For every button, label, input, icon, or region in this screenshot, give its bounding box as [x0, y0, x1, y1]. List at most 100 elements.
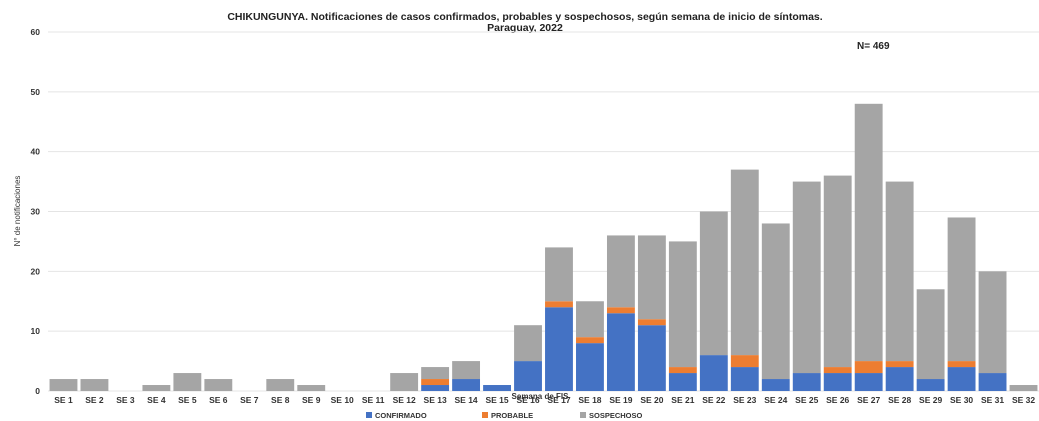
x-tick-label: SE 4 — [147, 395, 166, 405]
x-axis-label: Semana de FIS — [512, 392, 570, 401]
bar-confirmado-se15 — [483, 385, 511, 391]
bar-sospechoso-se9 — [297, 385, 326, 391]
bar-confirmado-se25 — [792, 373, 821, 391]
x-tick-label: SE 12 — [393, 395, 416, 405]
x-tick-label: SE 11 — [362, 395, 385, 405]
bar-sospechoso-se20 — [637, 235, 666, 320]
bar-probable-se21 — [668, 367, 697, 374]
bar-sospechoso-se29 — [916, 289, 945, 380]
y-axis-ticks: 0 10 20 30 40 50 60 — [31, 27, 41, 396]
bar-confirmado-se31 — [978, 373, 1007, 391]
bar-confirmado-se28 — [885, 367, 914, 391]
x-tick-label: SE 15 — [485, 395, 508, 405]
y-tick-label: 20 — [31, 266, 41, 276]
bar-probable-se17 — [545, 301, 573, 308]
y-tick-label: 50 — [31, 87, 41, 97]
bar-probable-se26 — [823, 367, 852, 374]
x-tick-label: SE 23 — [733, 395, 756, 405]
x-tick-label: SE 20 — [640, 395, 663, 405]
bar-sospechoso-se4 — [142, 385, 171, 391]
bar-sospechoso-se14 — [452, 361, 481, 380]
x-tick-label: SE 24 — [764, 395, 787, 405]
bar-sospechoso-se5 — [173, 373, 202, 391]
bar-confirmado-se19 — [606, 313, 635, 391]
x-tick-label: SE 22 — [702, 395, 725, 405]
bar-sospechoso-se23 — [730, 169, 759, 356]
x-tick-label: SE 6 — [209, 395, 228, 405]
y-tick-label: 60 — [31, 27, 41, 37]
x-tick-label: SE 29 — [919, 395, 942, 405]
bar-sospechoso-se6 — [204, 379, 233, 391]
x-axis-ticks: SE 1 SE 2 SE 3 SE 4 SE 5 SE 6 SE 7 SE 8 SE 9 SE 1… — [54, 395, 1035, 405]
y-axis-label: N° de notificaciones — [13, 176, 22, 247]
x-tick-label: SE 32 — [1012, 395, 1035, 405]
bar-sospechoso-se25 — [792, 181, 821, 374]
bar-confirmado-se18 — [576, 343, 604, 391]
bar-sospechoso-se26 — [823, 175, 852, 368]
bar-sospechoso-se2 — [80, 379, 109, 391]
bar-confirmado-se21 — [668, 373, 697, 391]
x-tick-label: SE 28 — [888, 395, 911, 405]
x-tick-label: SE 9 — [302, 395, 321, 405]
bar-sospechoso-se21 — [668, 241, 697, 368]
x-tick-label: SE 1 — [54, 395, 73, 405]
bar-sospechoso-se18 — [576, 301, 604, 338]
bar-sospechoso-se12 — [390, 373, 419, 391]
bar-confirmado-se22 — [699, 355, 728, 391]
x-tick-label: SE 31 — [981, 395, 1004, 405]
bar-confirmado-se16 — [514, 361, 542, 391]
bar-sospechoso-se22 — [699, 211, 728, 356]
bar-sospechoso-se31 — [978, 271, 1007, 374]
bar-sospechoso-se30 — [947, 217, 976, 362]
y-tick-label: 10 — [31, 326, 41, 336]
x-tick-label: SE 16 — [516, 395, 539, 405]
legend: CONFIRMADO PROBABLE SOSPECHOSO — [366, 411, 643, 420]
legend-swatch-probable — [482, 412, 488, 418]
legend-swatch-sospechoso — [580, 412, 586, 418]
bar-sospechoso-se13 — [421, 367, 450, 380]
bar-sospechoso-se24 — [761, 223, 790, 380]
bar-sospechoso-se16 — [514, 325, 542, 362]
x-tick-label: SE 10 — [331, 395, 354, 405]
bar-sospechoso-se32 — [1009, 385, 1038, 391]
bar-sospechoso-se8 — [266, 379, 295, 391]
x-tick-label: SE 26 — [826, 395, 849, 405]
x-tick-label: SE 17 — [547, 395, 570, 405]
x-tick-label: SE 18 — [578, 395, 601, 405]
x-tick-label: SE 3 — [116, 395, 135, 405]
y-tick-label: 40 — [31, 147, 41, 157]
chart-title: CHIKUNGUNYA. Notificaciones de casos con… — [227, 11, 822, 23]
x-tick-label: SE 8 — [271, 395, 290, 405]
x-tick-label: SE 21 — [671, 395, 694, 405]
bar-confirmado-se29 — [916, 379, 945, 391]
x-tick-label: SE 7 — [240, 395, 259, 405]
x-tick-label: SE 5 — [178, 395, 197, 405]
bar-probable-se30 — [947, 361, 976, 368]
bar-confirmado-se20 — [637, 325, 666, 391]
bar-confirmado-se23 — [730, 367, 759, 391]
bar-sospechoso-se19 — [606, 235, 635, 308]
bar-confirmado-se26 — [823, 373, 852, 391]
chart-subtitle: Paraguay, 2022 — [487, 22, 563, 34]
bars — [49, 103, 1038, 391]
bar-sospechoso-se27 — [854, 103, 883, 362]
bar-sospechoso-se28 — [885, 181, 914, 362]
bar-confirmado-se17 — [545, 307, 573, 391]
bar-probable-se23 — [730, 355, 759, 368]
x-tick-label: SE 25 — [795, 395, 818, 405]
bar-probable-se28 — [885, 361, 914, 368]
x-tick-label: SE 14 — [455, 395, 478, 405]
x-tick-label: SE 2 — [85, 395, 104, 405]
bar-confirmado-se27 — [854, 373, 883, 391]
bar-probable-se19 — [606, 307, 635, 314]
legend-swatch-confirmado — [366, 412, 372, 418]
legend-label-sospechoso: SOSPECHOSO — [589, 411, 643, 420]
bar-probable-se27 — [854, 361, 883, 374]
y-tick-label: 0 — [35, 386, 40, 396]
bar-probable-se20 — [637, 319, 666, 326]
x-tick-label: SE 13 — [424, 395, 447, 405]
bar-confirmado-se14 — [452, 379, 481, 391]
y-tick-label: 30 — [31, 207, 41, 217]
bar-probable-se13 — [421, 379, 450, 386]
